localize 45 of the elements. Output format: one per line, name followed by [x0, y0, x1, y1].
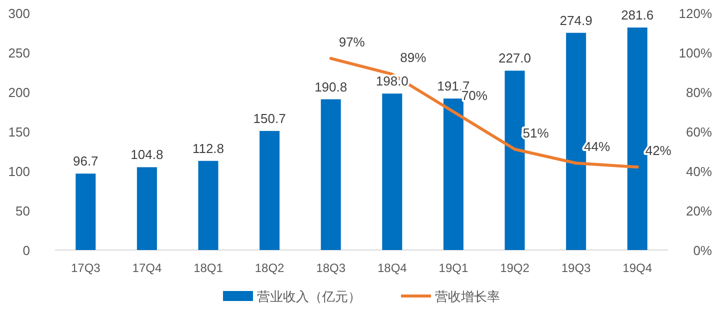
y2-tick-label: 0% — [693, 243, 712, 258]
x-tick-label: 18Q2 — [254, 261, 285, 275]
y2-tick-label: 40% — [686, 164, 712, 179]
data-label: 89% — [400, 50, 427, 66]
bar — [382, 94, 402, 250]
y-tick-label: 0 — [22, 243, 30, 258]
x-tick-label: 18Q4 — [377, 261, 408, 275]
data-label: 227.0 — [498, 50, 532, 66]
x-tick-label: 19Q3 — [561, 261, 592, 275]
data-label: 281.6 — [621, 8, 654, 23]
legend-label: 营业收入（亿元） — [257, 289, 361, 304]
y2-tick-label: 60% — [686, 124, 712, 140]
y-tick-label: 50 — [16, 204, 30, 218]
bar — [320, 99, 341, 250]
y-tick-label: 100 — [8, 164, 30, 179]
y2-tick-label: 120% — [678, 6, 712, 21]
bar — [443, 98, 464, 250]
x-tick-label: 17Q3 — [70, 261, 101, 275]
x-tick-label: 17Q4 — [132, 261, 162, 275]
bar — [260, 130, 280, 250]
y2-tick-label: 20% — [686, 204, 712, 218]
legend-label: 营收增长率 — [435, 289, 500, 304]
bar — [627, 28, 648, 250]
data-label: 97% — [338, 34, 366, 50]
bar — [76, 174, 96, 250]
y-tick-label: 250 — [8, 46, 30, 60]
data-label: 150.7 — [253, 110, 286, 126]
x-tick-label: 19Q2 — [500, 261, 530, 275]
bar — [136, 167, 157, 250]
x-tick-label: 19Q4 — [622, 261, 652, 275]
x-tick-label: 18Q3 — [316, 261, 346, 275]
data-label: 112.8 — [192, 140, 224, 156]
y-tick-label: 300 — [8, 6, 30, 21]
data-label: 96.7 — [72, 154, 98, 169]
y-tick-label: 200 — [8, 85, 30, 100]
bar — [504, 70, 525, 250]
y2-tick-label: 100% — [678, 46, 712, 60]
y-tick-label: 150 — [8, 124, 30, 140]
data-label: 104.8 — [130, 147, 164, 162]
data-label: 274.9 — [560, 12, 592, 28]
bar — [198, 160, 218, 250]
x-tick-label: 18Q1 — [194, 261, 224, 275]
y2-tick-label: 80% — [686, 85, 712, 100]
x-tick-label: 19Q1 — [438, 261, 468, 275]
data-label: 190.8 — [314, 79, 348, 94]
